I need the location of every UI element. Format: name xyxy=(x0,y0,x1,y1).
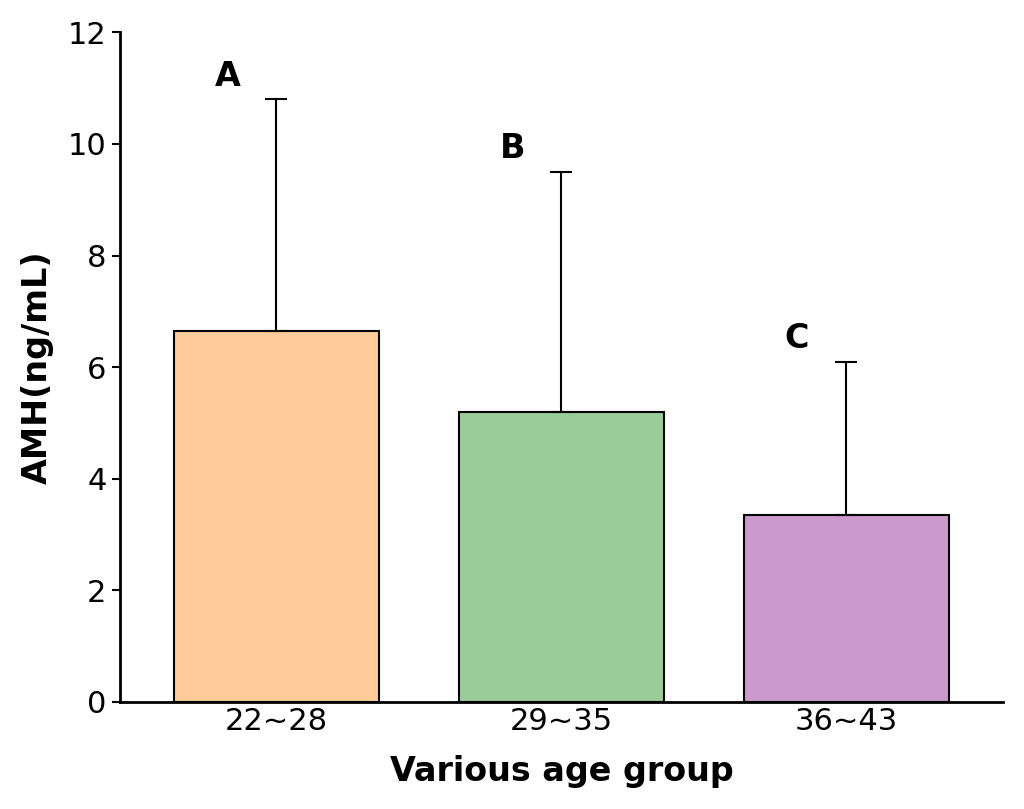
Bar xyxy=(459,412,664,702)
Text: A: A xyxy=(215,60,241,92)
Text: C: C xyxy=(784,322,809,355)
Y-axis label: AMH(ng/mL): AMH(ng/mL) xyxy=(20,250,54,484)
Text: B: B xyxy=(500,132,525,165)
Bar xyxy=(174,331,379,702)
X-axis label: Various age group: Various age group xyxy=(389,755,733,788)
Bar xyxy=(743,515,949,702)
